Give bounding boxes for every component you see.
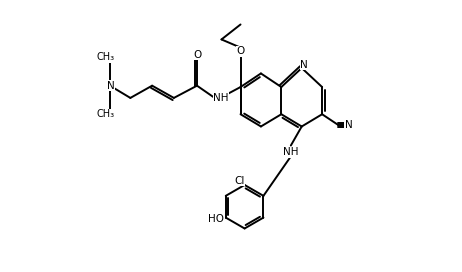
Text: O: O <box>193 50 201 60</box>
Text: N: N <box>345 120 353 130</box>
Text: Cl: Cl <box>234 176 244 186</box>
Text: O: O <box>237 46 245 56</box>
Text: CH₃: CH₃ <box>97 52 115 62</box>
Text: N: N <box>300 60 308 70</box>
Text: HO: HO <box>208 214 224 224</box>
Text: NH: NH <box>213 93 229 103</box>
Text: N: N <box>107 81 115 91</box>
Text: CH₃: CH₃ <box>97 109 115 119</box>
Text: NH: NH <box>283 147 298 157</box>
